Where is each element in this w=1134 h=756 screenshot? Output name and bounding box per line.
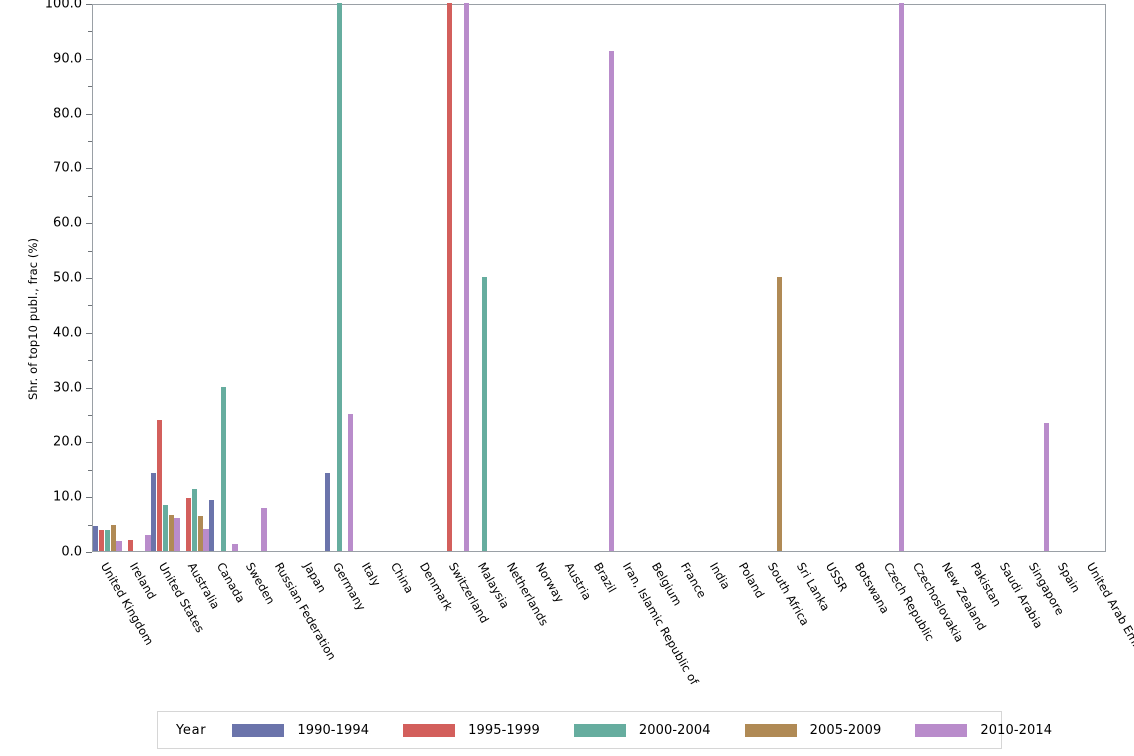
bar [186,497,192,551]
bar [168,514,174,551]
legend-item[interactable]: 2005-2009 [744,722,882,738]
bar [203,528,209,551]
bar [220,386,226,551]
y-tick-mark [86,223,92,225]
bar [104,530,111,551]
legend-item[interactable]: 1990-1994 [232,723,369,738]
y-axis-title: Shr. of top10 publ., frac (%) [26,237,40,400]
y-minor-tick-mark [88,415,92,416]
bar [209,500,215,551]
y-tick-mark [86,552,92,553]
bar [898,3,904,551]
bar [99,530,105,551]
x-tick-label: India [706,560,734,592]
legend-label: 1990-1994 [297,722,370,738]
bar [232,544,238,551]
y-tick-mark [86,113,92,115]
x-tick-label: USSR [822,560,851,595]
legend-item[interactable]: 1995-1999 [403,723,540,738]
bar [481,277,487,551]
y-tick-label: 60.0 [53,215,82,231]
y-tick-label: 90.0 [53,51,82,67]
y-tick-mark [86,4,92,5]
y-tick-mark [86,332,92,334]
x-tick-label: Spain [1054,560,1083,596]
y-tick-mark [86,278,92,279]
bar [348,414,354,551]
y-tick-label: 20.0 [53,434,82,450]
bar [777,277,783,551]
y-tick-label: 70.0 [53,160,82,176]
bar [128,540,134,551]
x-tick-label: China [388,560,417,596]
y-tick-label: 30.0 [53,380,82,396]
y-tick-mark [86,58,92,60]
bar [1043,423,1049,551]
x-tick-label: Italy [359,560,384,589]
bar [191,488,197,551]
y-minor-tick-mark [88,360,92,362]
bar [162,504,169,551]
bar [110,525,116,551]
x-tick-label: Poland [735,560,768,601]
y-tick-mark [86,497,92,499]
y-tick-label: 10.0 [53,489,82,505]
x-tick-label: France [677,560,710,601]
plot-inner [93,3,1105,551]
y-minor-tick-mark [88,305,92,307]
legend-title: Year [176,722,207,738]
chart-legend: Year 1990-1994 1995-1999 2000-2004 2005-200… [157,711,1052,749]
y-tick-mark [86,442,92,444]
plot-area [92,3,1106,552]
bar [446,3,452,551]
y-tick-label: 40.0 [53,325,82,341]
y-tick-label: 50.0 [53,270,82,286]
legend-item[interactable]: 2010-2014 [915,723,1052,738]
y-minor-tick-mark [88,86,92,88]
y-tick-label: 100.0 [44,0,82,12]
bar [197,516,203,551]
bar [145,535,151,551]
y-minor-tick-mark [88,469,92,471]
legend-swatch [403,723,456,737]
y-tick-label: 0.0 [61,544,82,560]
legend-items: 1990-1994 1995-1999 2000-2004 2005-2009 2010… [232,723,1086,738]
y-tick-label: 80.0 [53,106,82,122]
legend-swatch [915,723,968,737]
legend-swatch [232,723,285,737]
y-tick-mark [86,387,92,389]
legend-label: 2010-2014 [980,722,1053,738]
y-tick-mark [86,168,92,170]
y-minor-tick-mark [88,141,92,142]
legend-item[interactable]: 2000-2004 [573,722,711,738]
x-tick-label: United Kingdom [98,560,157,648]
y-minor-tick-mark [88,250,92,252]
x-tick-label: Brazil [590,560,620,596]
y-minor-tick-mark [88,31,92,33]
bar [336,3,342,551]
x-tick-label: Japan [301,560,330,595]
bar [609,50,615,551]
bar [93,526,99,551]
x-axis-labels: United Kingdom Ireland United States Austra… [92,556,1134,706]
bar [261,507,267,551]
bar [174,518,180,551]
legend-label: 2000-2004 [638,722,711,738]
bar [116,541,122,551]
bar [464,3,470,551]
legend-swatch [744,723,797,737]
legend-swatch [573,723,626,737]
legend-label: 1995-1999 [468,722,540,738]
bar [325,473,331,551]
x-tick-label: United Arab Emirates [1083,560,1134,675]
bar [157,420,163,551]
legend-label: 2005-2009 [809,722,882,738]
bar [151,473,157,551]
y-minor-tick-mark [88,524,92,526]
y-minor-tick-mark [88,195,92,197]
